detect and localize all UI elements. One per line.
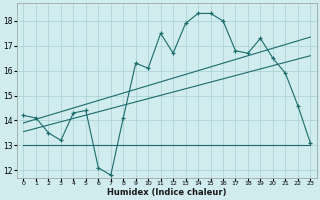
X-axis label: Humidex (Indice chaleur): Humidex (Indice chaleur) xyxy=(107,188,227,197)
